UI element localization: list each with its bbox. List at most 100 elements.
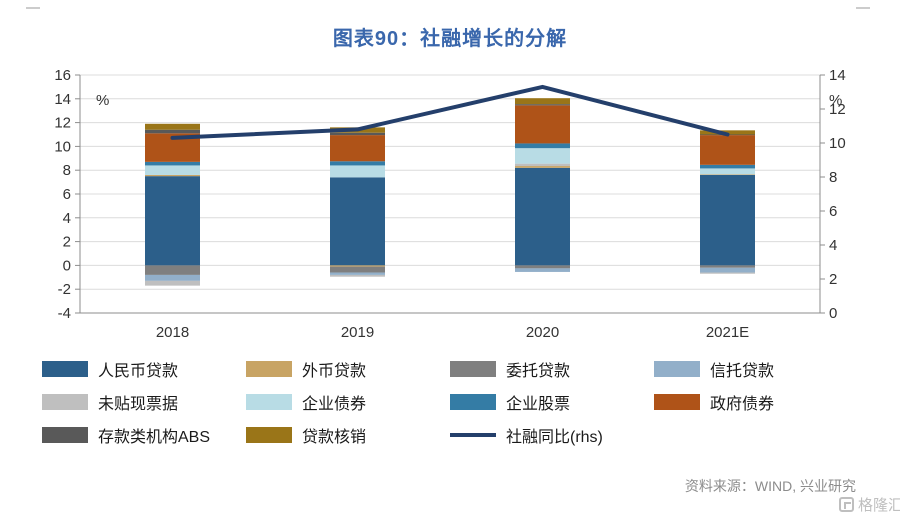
right-axis-tick-label: 12 bbox=[829, 101, 846, 118]
legend-label: 贷款核销 bbox=[302, 429, 367, 446]
bar-segment-s0-c2 bbox=[515, 167, 570, 266]
left-axis-tick-label: -4 bbox=[58, 305, 71, 322]
left-axis-tick-label: 16 bbox=[54, 67, 71, 84]
bar-segment-s0-c3 bbox=[700, 174, 755, 266]
right-axis-tick-label: 14 bbox=[829, 67, 846, 84]
bar-segment-s9-c2 bbox=[515, 98, 570, 105]
decorative-dash-right bbox=[856, 7, 870, 9]
chart-area: -4 -2 0 2 4 6 8 10 12 14 16 0 2 4 6 8 10 12 14%% 2018 2019 20… bbox=[30, 61, 870, 353]
bar-segment-s2-c0 bbox=[145, 265, 200, 275]
bar-segment-s7-c2 bbox=[515, 105, 570, 144]
legend-item-4: 未贴现票据 bbox=[42, 392, 246, 413]
bar-segment-s5-c3 bbox=[700, 168, 755, 175]
bar-segment-s5-c2 bbox=[515, 148, 570, 164]
legend-color-swatch bbox=[42, 427, 88, 443]
legend-label: 企业债券 bbox=[302, 396, 367, 413]
legend-item-6: 企业股票 bbox=[450, 392, 654, 413]
bar-segment-s4-c2 bbox=[515, 163, 570, 167]
legend-item-9: 贷款核销 bbox=[246, 425, 450, 446]
left-axis-unit-label: % bbox=[96, 92, 109, 109]
bar-segment-s1-c0 bbox=[145, 174, 200, 177]
chart-title: 图表90：社融增长的分解 bbox=[332, 28, 568, 50]
legend-item-5: 企业债券 bbox=[246, 392, 450, 413]
legend-item-8: 存款类机构ABS bbox=[42, 425, 246, 446]
bar-segment-s2-c1 bbox=[330, 266, 385, 273]
bar-segment-s6-c0 bbox=[145, 161, 200, 166]
legend-color-swatch bbox=[654, 361, 700, 377]
legend-color-swatch bbox=[42, 361, 88, 377]
bar-segment-s7-c3 bbox=[700, 135, 755, 165]
legend-color-swatch bbox=[246, 394, 292, 410]
category-label: 2020 bbox=[526, 324, 559, 341]
watermark: 格隆汇 bbox=[838, 494, 900, 515]
legend-label: 信托贷款 bbox=[710, 363, 775, 380]
left-axis-tick-label: 10 bbox=[54, 138, 71, 155]
bar-segment-s3-c3 bbox=[700, 267, 755, 273]
legend-label: 政府债券 bbox=[710, 396, 775, 413]
bar-segment-s0-c0 bbox=[145, 176, 200, 266]
bar-segment-s1-c2 bbox=[515, 166, 570, 168]
category-label: 2019 bbox=[341, 324, 374, 341]
legend-item-1: 外币贷款 bbox=[246, 359, 450, 380]
legend-label: 存款类机构ABS bbox=[98, 429, 211, 446]
legend-item-7: 政府债券 bbox=[654, 392, 858, 413]
source-note: 资料来源：WIND, 兴业研究 bbox=[684, 478, 856, 494]
bar-segment-s4-c0 bbox=[145, 280, 200, 286]
right-axis-tick-label: 6 bbox=[829, 203, 837, 220]
left-axis-tick-label: 14 bbox=[54, 91, 71, 108]
legend-item-10: 社融同比(rhs) bbox=[450, 425, 654, 446]
line-series bbox=[170, 84, 730, 140]
right-axis-unit-label: % bbox=[829, 92, 842, 109]
legend-label: 人民币贷款 bbox=[98, 363, 179, 380]
bar-segment-s6-c1 bbox=[330, 161, 385, 166]
right-axis-tick-label: 8 bbox=[829, 169, 837, 186]
left-axis-tick-label: 12 bbox=[54, 115, 71, 132]
left-axis-tick-label: 8 bbox=[63, 162, 71, 179]
bar-segment-s0-c1 bbox=[330, 177, 385, 266]
bar-segment-s5-c1 bbox=[330, 165, 385, 178]
bar-segment-s2-c3 bbox=[700, 265, 755, 268]
legend-color-swatch bbox=[450, 361, 496, 377]
legend-label: 社融同比(rhs) bbox=[506, 429, 603, 446]
legend-color-swatch bbox=[246, 427, 292, 443]
bar-segment-s1-c1 bbox=[330, 265, 385, 267]
right-axis-tick-label: 4 bbox=[829, 237, 837, 254]
legend-line-symbol bbox=[450, 433, 496, 437]
left-axis-tick-label: 0 bbox=[63, 257, 71, 274]
bar-segment-s6-c2 bbox=[515, 143, 570, 149]
legend-item-2: 委托贷款 bbox=[450, 359, 654, 380]
watermark-text: 格隆汇 bbox=[857, 497, 900, 514]
right-axis-tick-label: 0 bbox=[829, 305, 837, 322]
legend-color-swatch bbox=[246, 361, 292, 377]
watermark-logo-icon bbox=[838, 497, 854, 512]
legend-label: 委托贷款 bbox=[506, 363, 571, 380]
bar-segment-s4-c1 bbox=[330, 274, 385, 277]
legend-label: 外币贷款 bbox=[302, 363, 367, 380]
bar-segment-s4-c3 bbox=[700, 272, 755, 274]
chart-legend: 人民币贷款 外币贷款 委托贷款 信托贷款未贴现票据 企业债券 企业股票 政府债券存款类机构A… bbox=[42, 359, 858, 446]
bar-segment-s7-c1 bbox=[330, 135, 385, 162]
category-label: 2018 bbox=[156, 324, 189, 341]
bar-segment-s3-c2 bbox=[515, 268, 570, 272]
bar-segment-s8-c1 bbox=[330, 132, 385, 136]
left-axis-tick-label: -2 bbox=[58, 281, 71, 298]
bar-segment-s3-c0 bbox=[145, 274, 200, 281]
bar-segment-s5-c0 bbox=[145, 165, 200, 175]
bar-segment-s6-c3 bbox=[700, 164, 755, 169]
left-axis-tick-label: 2 bbox=[63, 234, 71, 251]
legend-color-swatch bbox=[450, 394, 496, 410]
bar-segment-s3-c1 bbox=[330, 272, 385, 275]
legend-label: 未贴现票据 bbox=[98, 396, 179, 413]
chart-canvas: -4 -2 0 2 4 6 8 10 12 14 16 0 2 4 6 8 10 12 14% % 2018 2019 20… bbox=[54, 67, 846, 341]
legend-item-0: 人民币贷款 bbox=[42, 359, 246, 380]
legend-item-3: 信托贷款 bbox=[654, 359, 858, 380]
left-axis-tick-label: 6 bbox=[63, 186, 71, 203]
bar-segment-s9-c0 bbox=[145, 123, 200, 130]
bar-segment-s2-c2 bbox=[515, 265, 570, 269]
bar-segment-s8-c2 bbox=[515, 104, 570, 106]
category-label: 2021E bbox=[706, 324, 749, 341]
bar-segment-s1-c3 bbox=[700, 174, 755, 175]
bar-segment-s8-c0 bbox=[145, 129, 200, 134]
bar-segment-s9-c3 bbox=[700, 130, 755, 135]
